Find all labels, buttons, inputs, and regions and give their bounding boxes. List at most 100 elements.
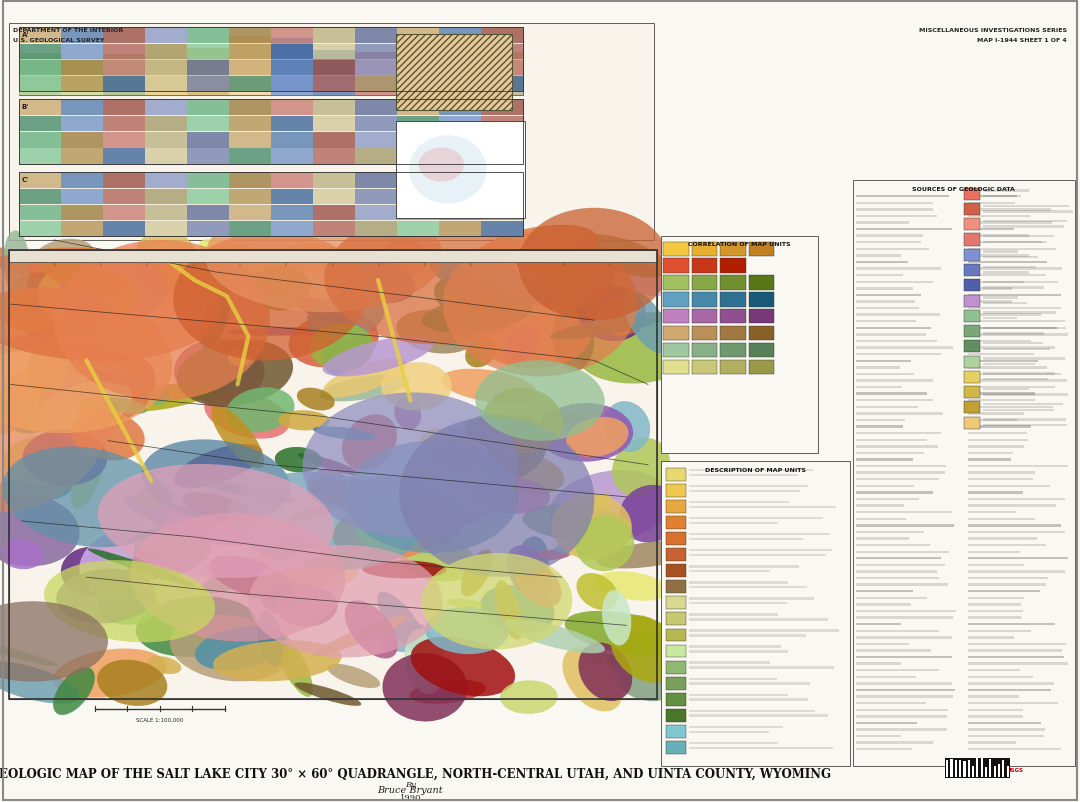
Bar bbox=[146, 133, 187, 148]
Bar bbox=[853, 180, 1075, 766]
Ellipse shape bbox=[362, 561, 446, 579]
Ellipse shape bbox=[549, 470, 672, 544]
Bar bbox=[969, 748, 1062, 751]
Text: CORRELATION OF MAP UNITS: CORRELATION OF MAP UNITS bbox=[688, 241, 791, 246]
Ellipse shape bbox=[596, 541, 704, 569]
Bar bbox=[691, 259, 717, 273]
Bar bbox=[19, 117, 62, 132]
Bar bbox=[397, 205, 440, 221]
Bar bbox=[969, 413, 1024, 415]
Ellipse shape bbox=[356, 490, 426, 556]
Ellipse shape bbox=[288, 314, 379, 368]
Bar bbox=[856, 380, 933, 383]
Bar bbox=[964, 326, 981, 338]
Bar bbox=[964, 188, 981, 200]
Bar bbox=[994, 766, 996, 777]
Bar bbox=[969, 643, 1066, 646]
Bar bbox=[689, 710, 815, 712]
Bar bbox=[856, 439, 928, 441]
Bar bbox=[440, 189, 482, 205]
Ellipse shape bbox=[441, 369, 537, 403]
Bar bbox=[1002, 759, 1004, 777]
Bar bbox=[969, 387, 1055, 389]
Bar bbox=[19, 28, 523, 92]
Ellipse shape bbox=[612, 439, 670, 496]
Bar bbox=[19, 61, 62, 76]
Bar bbox=[969, 209, 1051, 211]
Ellipse shape bbox=[27, 331, 77, 395]
Bar bbox=[271, 189, 313, 205]
Bar bbox=[663, 343, 689, 358]
Bar bbox=[440, 149, 482, 164]
Bar bbox=[187, 205, 229, 221]
Bar bbox=[482, 173, 523, 188]
Ellipse shape bbox=[619, 485, 681, 543]
Bar bbox=[104, 221, 146, 237]
Bar bbox=[691, 360, 717, 375]
Bar bbox=[271, 29, 313, 44]
Bar bbox=[440, 221, 482, 237]
Bar bbox=[187, 149, 229, 164]
Bar bbox=[689, 614, 779, 616]
Bar bbox=[187, 61, 229, 76]
Bar bbox=[969, 261, 1047, 264]
Ellipse shape bbox=[623, 291, 671, 354]
Bar bbox=[146, 29, 187, 44]
Bar bbox=[482, 149, 523, 164]
Ellipse shape bbox=[228, 328, 342, 336]
Bar bbox=[661, 461, 850, 766]
Ellipse shape bbox=[379, 621, 432, 653]
Bar bbox=[187, 221, 229, 237]
Ellipse shape bbox=[396, 310, 476, 354]
Bar bbox=[969, 577, 1048, 580]
Ellipse shape bbox=[174, 444, 262, 488]
Bar bbox=[984, 327, 1066, 330]
Bar bbox=[62, 61, 104, 76]
Bar bbox=[689, 742, 779, 744]
Ellipse shape bbox=[3, 231, 30, 296]
Bar bbox=[689, 597, 813, 600]
Bar bbox=[19, 29, 62, 44]
Ellipse shape bbox=[213, 641, 341, 682]
Bar bbox=[62, 77, 104, 92]
Text: 1990: 1990 bbox=[400, 793, 421, 801]
Ellipse shape bbox=[2, 436, 82, 485]
Bar bbox=[187, 77, 229, 92]
Bar bbox=[969, 504, 1056, 507]
Bar bbox=[856, 551, 949, 553]
Ellipse shape bbox=[288, 504, 336, 522]
Ellipse shape bbox=[273, 631, 313, 697]
Bar bbox=[482, 77, 523, 92]
Bar bbox=[19, 77, 62, 92]
Ellipse shape bbox=[538, 403, 633, 462]
Bar bbox=[856, 564, 945, 566]
Bar bbox=[984, 196, 1021, 198]
Bar bbox=[19, 173, 62, 188]
Bar bbox=[969, 393, 1035, 395]
Ellipse shape bbox=[434, 440, 483, 471]
Bar bbox=[691, 310, 717, 324]
Bar bbox=[969, 202, 1015, 205]
Bar bbox=[146, 117, 187, 132]
Bar bbox=[397, 50, 440, 95]
Text: DESCRIPTION OF MAP UNITS: DESCRIPTION OF MAP UNITS bbox=[705, 468, 806, 472]
Bar bbox=[229, 189, 271, 205]
Bar bbox=[972, 766, 974, 777]
Bar bbox=[969, 715, 1024, 718]
Ellipse shape bbox=[0, 368, 42, 435]
Bar bbox=[482, 61, 523, 76]
Ellipse shape bbox=[38, 264, 113, 325]
Ellipse shape bbox=[602, 590, 632, 646]
Bar bbox=[856, 650, 931, 652]
Bar bbox=[62, 133, 104, 148]
Bar bbox=[355, 149, 397, 164]
Ellipse shape bbox=[327, 664, 380, 688]
Text: MAP I-1944 SHEET 1 OF 4: MAP I-1944 SHEET 1 OF 4 bbox=[977, 38, 1067, 43]
Ellipse shape bbox=[53, 667, 95, 715]
Bar bbox=[856, 360, 912, 363]
Ellipse shape bbox=[0, 326, 76, 354]
Bar bbox=[856, 261, 908, 264]
Bar bbox=[969, 367, 1047, 369]
Ellipse shape bbox=[269, 245, 343, 274]
Bar bbox=[856, 485, 915, 488]
